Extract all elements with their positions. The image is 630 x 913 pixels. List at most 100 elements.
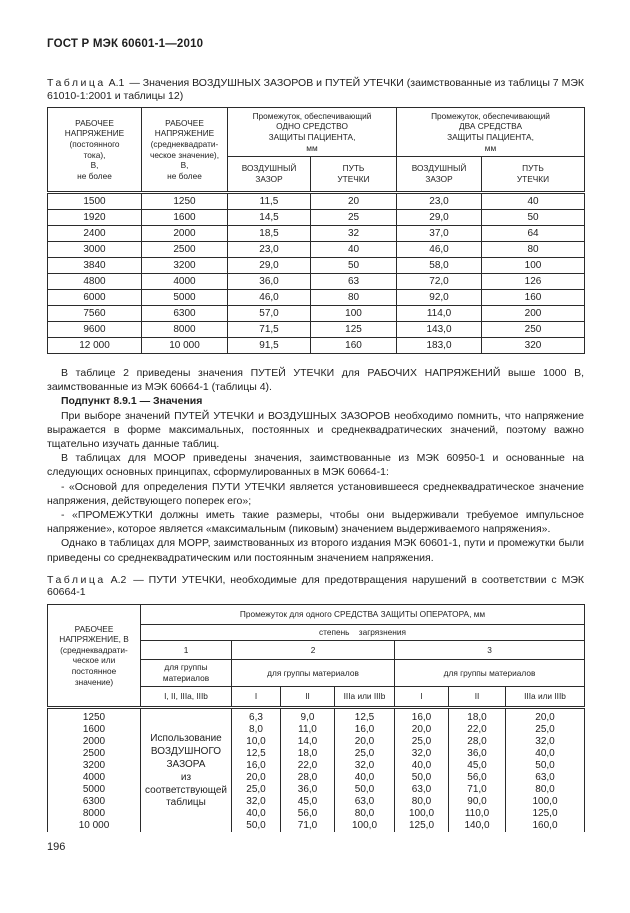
table-cell: 4800 xyxy=(47,273,142,290)
table-cell: 4000 xyxy=(141,273,228,290)
table-cell: 9,0 xyxy=(280,705,335,724)
paragraph: Однако в таблицах для MOPP, заимствованн… xyxy=(47,537,584,564)
table-a1: РАБОЧЕЕ НАПРЯЖЕНИЕ (постоянного тока), В… xyxy=(47,107,585,354)
table-cell: 125,0 xyxy=(394,819,449,832)
table-a2-material-iiiab-a: IIIa или IIIb xyxy=(334,685,395,708)
table-cell: 40,0 xyxy=(231,807,281,820)
table-cell: 2400 xyxy=(47,225,142,242)
table-cell: 23,0 xyxy=(227,241,311,258)
table-cell: 50,0 xyxy=(231,819,281,832)
table-row: 1920 1600 14,5 25 29,0 50 xyxy=(47,209,585,226)
voltage-cell: 5000 xyxy=(47,783,141,796)
table-cell: 29,0 xyxy=(396,209,482,226)
table-cell: 72,0 xyxy=(396,273,482,290)
table-cell: 100,0 xyxy=(334,819,395,832)
table-cell: 56,0 xyxy=(448,771,506,784)
table-cell: 18,0 xyxy=(280,747,335,760)
table-a2-material-iiiab-b: IIIa или IIIb xyxy=(505,685,585,708)
table-cell: 11,5 xyxy=(227,191,311,210)
table-cell: 40,0 xyxy=(334,771,395,784)
table-cell: 14,5 xyxy=(227,209,311,226)
table-cell: 1920 xyxy=(47,209,142,226)
table-a2-degree-1: 1 xyxy=(140,639,232,660)
table-cell: 20,0 xyxy=(231,771,281,784)
table-row: 5000 25,0 36,0 50,0 63,0 71,0 80,0 xyxy=(47,783,585,796)
table-a1-caption-number: А.1 xyxy=(108,77,125,89)
table-cell: 71,0 xyxy=(280,819,335,832)
table-cell: 46,0 xyxy=(396,241,482,258)
table-cell: 320 xyxy=(481,337,585,354)
paragraph: При выборе значений ПУТЕЙ УТЕЧКИ и ВОЗДУ… xyxy=(47,409,584,451)
table-cell: 18,0 xyxy=(448,705,506,724)
table-cell: 36,0 xyxy=(227,273,311,290)
table-a1-body: 1500 1250 11,5 20 23,0 40 1920 1600 14,5 25 29,0 50… xyxy=(47,191,585,354)
table-cell: 6,3 xyxy=(231,705,281,724)
table-cell: 25,0 xyxy=(334,747,395,760)
table-row: 3200 16,0 22,0 32,0 40,0 45,0 50,0 xyxy=(47,759,585,772)
table-cell: 50,0 xyxy=(505,759,585,772)
table-cell: 3000 xyxy=(47,241,142,258)
table-a2: РАБОЧЕЕ НАПРЯЖЕНИЕ, В (среднеквадрати- ч… xyxy=(47,603,585,832)
paragraph: В таблице 2 приведены значения ПУТЕЙ УТЕ… xyxy=(47,367,584,394)
table-cell: 80 xyxy=(481,241,585,258)
voltage-cell: 1600 xyxy=(47,723,141,736)
document-header: ГОСТ Р МЭК 60601-1—2010 xyxy=(47,38,204,50)
paragraph-bullet: - «Основой для определения ПУТИ УТЕЧКИ я… xyxy=(47,480,584,507)
table-cell: 45,0 xyxy=(448,759,506,772)
table-cell: 36,0 xyxy=(448,747,506,760)
table-row: 4800 4000 36,0 63 72,0 126 xyxy=(47,273,585,290)
table-cell: 1250 xyxy=(141,191,228,210)
table-cell: 10,0 xyxy=(231,735,281,748)
table-cell: 3840 xyxy=(47,257,142,274)
table-cell: 71,5 xyxy=(227,321,311,338)
table-row: 1500 1250 11,5 20 23,0 40 xyxy=(47,191,585,210)
table-cell: 45,0 xyxy=(280,795,335,808)
table-a1-subheader-air-gap-2: ВОЗДУШНЫЙ ЗАЗОР xyxy=(396,156,482,193)
table-cell: 200 xyxy=(481,305,585,322)
table-cell: 32 xyxy=(310,225,397,242)
table-cell: 71,0 xyxy=(448,783,506,796)
table-row: 10 000 50,0 71,0 100,0 125,0 140,0 160,0 xyxy=(47,819,585,832)
table-cell: 110,0 xyxy=(448,807,506,820)
table-cell: 9600 xyxy=(47,321,142,338)
table-cell: 20,0 xyxy=(334,735,395,748)
table-cell: 63,0 xyxy=(394,783,449,796)
table-cell: 5000 xyxy=(141,289,228,306)
air-gap-note-cell: Использование ВОЗДУШНОГО ЗАЗОРА из соотв… xyxy=(140,705,232,832)
table-row: 3000 2500 23,0 40 46,0 80 xyxy=(47,241,585,258)
table-cell: 80,0 xyxy=(334,807,395,820)
table-cell: 10 000 xyxy=(141,337,228,354)
table-a1-header-working-voltage-rms: РАБОЧЕЕ НАПРЯЖЕНИЕ (среднеквадрати- ческ… xyxy=(141,107,228,193)
table-a2-caption: Таблица А.2 — ПУТИ УТЕЧКИ, необходимые д… xyxy=(47,574,584,599)
table-cell: 32,0 xyxy=(334,759,395,772)
table-cell: 22,0 xyxy=(448,723,506,736)
table-a2-material-group-label-2: для группы материалов xyxy=(231,658,395,687)
table-a2-material-group-label-3: для группы материалов xyxy=(394,658,585,687)
table-a1-header-row-1: РАБОЧЕЕ НАПРЯЖЕНИЕ (постоянного тока), В… xyxy=(47,107,585,193)
table-cell: 160 xyxy=(310,337,397,354)
table-cell: 2000 xyxy=(141,225,228,242)
table-a1-header-two-mopp-group: Промежуток, обеспечивающий ДВА СРЕДСТВА … xyxy=(396,107,585,157)
table-a1-subheader-creepage-1: ПУТЬ УТЕЧКИ xyxy=(310,156,397,193)
table-cell: 40 xyxy=(481,191,585,210)
table-cell: 32,0 xyxy=(505,735,585,748)
table-cell: 23,0 xyxy=(396,191,482,210)
paragraph: В таблицах для MOOP приведены значения, … xyxy=(47,452,584,479)
table-cell: 12 000 xyxy=(47,337,142,354)
table-cell: 20 xyxy=(310,191,397,210)
table-cell: 28,0 xyxy=(280,771,335,784)
table-a2-caption-number: А.2 xyxy=(110,573,127,586)
table-cell: 6300 xyxy=(141,305,228,322)
table-row: 9600 8000 71,5 125 143,0 250 xyxy=(47,321,585,338)
voltage-cell: 4000 xyxy=(47,771,141,784)
table-cell: 143,0 xyxy=(396,321,482,338)
table-cell: 25,0 xyxy=(394,735,449,748)
table-a1-header-row-2: ВОЗДУШНЫЙ ЗАЗОР ПУТЬ УТЕЧКИ ВОЗДУШНЫЙ ЗА… xyxy=(48,156,585,193)
table-a2-body: 1250 Использование ВОЗДУШНОГО ЗАЗОРА из с… xyxy=(47,705,585,832)
table-cell: 250 xyxy=(481,321,585,338)
table-cell: 12,5 xyxy=(334,705,395,724)
voltage-cell: 6300 xyxy=(47,795,141,808)
table-cell: 11,0 xyxy=(280,723,335,736)
table-cell: 28,0 xyxy=(448,735,506,748)
